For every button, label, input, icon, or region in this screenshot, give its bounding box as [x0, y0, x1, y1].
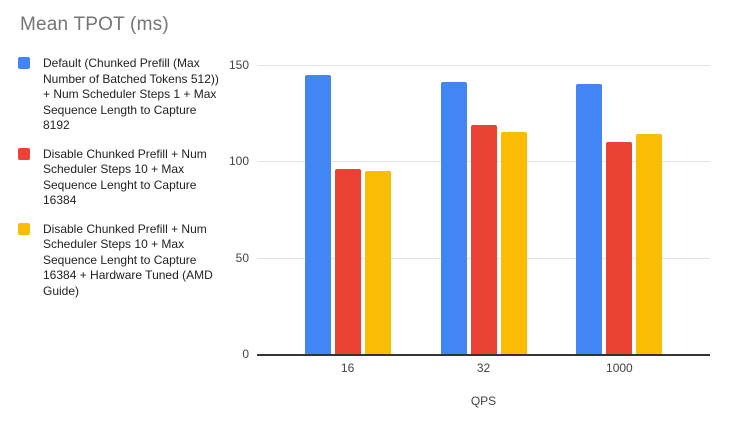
- bar-series1-16: [304, 74, 331, 354]
- chart-title: Mean TPOT (ms): [20, 14, 169, 35]
- bar-series2-1000: [606, 142, 633, 354]
- bar-series3-16: [364, 170, 391, 354]
- bar-series1-32: [440, 82, 467, 354]
- x-tick-label: 16: [340, 361, 355, 375]
- y-tick-label: 50: [235, 250, 249, 265]
- legend-item: Disable Chunked Prefill + Num Scheduler …: [18, 147, 226, 209]
- legend-item: Default (Chunked Prefill (Max Number of …: [18, 56, 226, 134]
- y-tick-label: 0: [242, 347, 249, 361]
- x-tick-label: 32: [476, 361, 491, 375]
- bar-series3-1000: [636, 134, 663, 354]
- legend-label: Default (Chunked Prefill (Max Number of …: [43, 56, 219, 132]
- legend: Default (Chunked Prefill (Max Number of …: [18, 56, 226, 299]
- legend-label: Disable Chunked Prefill + Num Scheduler …: [43, 221, 213, 298]
- legend-swatch-yellow: [18, 222, 30, 235]
- bar-series3-32: [500, 132, 527, 354]
- bar-series1-1000: [576, 84, 603, 354]
- bar-series2-16: [334, 169, 361, 354]
- gridline: [257, 65, 710, 66]
- y-tick-label: 150: [228, 58, 249, 72]
- y-tick-label: 100: [228, 154, 249, 169]
- plot-area: QPS 0 50 100 150 16 32 1000: [229, 58, 710, 408]
- legend-item: Disable Chunked Prefill + Num Scheduler …: [18, 222, 226, 300]
- x-axis-baseline: [257, 354, 710, 356]
- bar-series2-32: [470, 124, 497, 354]
- x-tick-label: 1000: [606, 361, 633, 375]
- legend-label: Disable Chunked Prefill + Num Scheduler …: [43, 146, 207, 208]
- x-axis-title: QPS: [470, 394, 497, 408]
- legend-swatch-blue: [18, 57, 30, 69]
- legend-swatch-red: [18, 147, 30, 160]
